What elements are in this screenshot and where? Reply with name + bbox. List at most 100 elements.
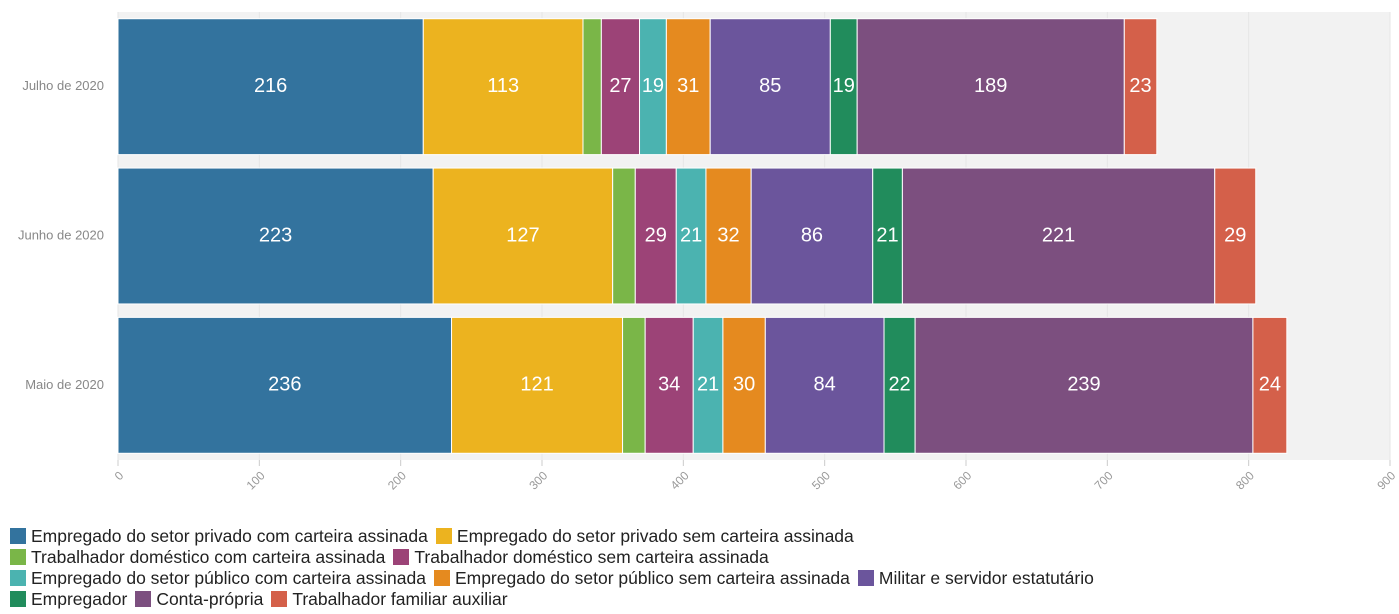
legend-row: Trabalhador doméstico com carteira assin…	[10, 547, 1390, 568]
bar-segment	[665, 18, 711, 156]
legend-swatch	[857, 570, 874, 586]
bar-segment	[1214, 167, 1257, 305]
legend-swatch	[10, 528, 26, 544]
legend-item[interactable]: Trabalhador familiar auxiliar	[271, 589, 508, 610]
legend-item[interactable]: Trabalhador doméstico com carteira assin…	[10, 547, 385, 568]
x-tick-label: 800	[1233, 468, 1257, 492]
x-tick-label: 400	[668, 468, 692, 492]
bar-segment	[901, 167, 1216, 305]
bar-segment	[622, 316, 646, 454]
value-label: 27	[609, 75, 631, 97]
chart: 0 100 200 300 400 500 600 700 800 900 Julho de 202…	[18, 12, 1399, 493]
legend-swatch	[135, 591, 152, 607]
legend-label: Trabalhador doméstico com carteira assin…	[31, 547, 386, 567]
bar-segment	[675, 167, 707, 305]
value-label: 32	[717, 224, 739, 246]
x-tick-label: 200	[385, 468, 409, 492]
legend-item[interactable]: Militar e servidor estatutário	[857, 568, 1094, 589]
legend-item[interactable]: Empregado do setor público com carteira …	[10, 568, 426, 589]
legend-row: Empregador Conta-própria Trabalhador famil…	[10, 589, 1390, 610]
value-label: 239	[1067, 374, 1100, 396]
legend-item[interactable]: Trabalhador doméstico sem carteira assin…	[393, 547, 769, 568]
value-label: 86	[801, 224, 823, 246]
value-label: 236	[268, 374, 301, 396]
legend: Empregado do setor privado com carteira …	[10, 526, 1390, 610]
value-label: 19	[833, 75, 855, 97]
x-tick-label: 500	[809, 468, 833, 492]
legend-swatch	[433, 570, 450, 586]
legend-item[interactable]: Empregado do setor privado sem carteira …	[435, 526, 854, 547]
bar-segment	[639, 18, 667, 156]
bar-segment	[634, 167, 677, 305]
bar-segment	[117, 316, 453, 454]
legend-label: Conta-própria	[156, 589, 264, 609]
y-tick-label: Julho de 2020	[22, 78, 104, 93]
legend-label: Empregado do setor público sem carteira …	[454, 568, 850, 588]
bar-segment	[451, 316, 624, 454]
legend-label: Militar e servidor estatutário	[878, 568, 1094, 588]
value-label: 21	[680, 224, 702, 246]
value-label: 30	[733, 374, 755, 396]
bar-segment	[582, 18, 602, 156]
legend-swatch	[10, 570, 26, 586]
legend-label: Trabalhador familiar auxiliar	[292, 589, 508, 609]
bar-segment	[692, 316, 724, 454]
bar-segment	[117, 167, 434, 305]
value-label: 29	[1224, 224, 1246, 246]
bar-segment	[600, 18, 641, 156]
legend-item[interactable]: Empregado do setor privado com carteira …	[10, 526, 428, 547]
legend-swatch	[271, 591, 288, 607]
bar-segment	[883, 316, 916, 454]
legend-label: Empregador	[31, 589, 128, 609]
value-label: 189	[974, 75, 1007, 97]
bar-segment	[722, 316, 766, 454]
legend-label: Empregado do setor público com carteira …	[31, 568, 426, 588]
value-label: 85	[759, 75, 781, 97]
legend-swatch	[393, 549, 410, 565]
x-tick-label: 0	[112, 468, 127, 483]
value-label: 221	[1042, 224, 1075, 246]
bar-segment	[705, 167, 752, 305]
value-label: 29	[645, 224, 667, 246]
legend-row: Empregado do setor público com carteira …	[10, 568, 1390, 589]
value-label: 127	[506, 224, 539, 246]
legend-swatch	[10, 591, 26, 607]
value-label: 24	[1259, 374, 1281, 396]
value-label: 21	[697, 374, 719, 396]
value-label: 23	[1129, 75, 1151, 97]
x-tick-label: 700	[1092, 468, 1116, 492]
x-tick-label: 100	[244, 468, 268, 492]
value-label: 223	[259, 224, 292, 246]
bar-segment	[1123, 18, 1158, 156]
value-label: 121	[520, 374, 553, 396]
value-label: 34	[658, 374, 680, 396]
value-label: 31	[677, 75, 699, 97]
bar-segment	[764, 316, 885, 454]
bar-segment	[644, 316, 694, 454]
x-tick-label: 600	[950, 468, 974, 492]
bar-segment	[750, 167, 874, 305]
legend-label: Trabalhador doméstico sem carteira assin…	[414, 547, 769, 567]
legend-row: Empregado do setor privado com carteira …	[10, 526, 1390, 547]
legend-label: Empregado do setor privado sem carteira …	[456, 526, 854, 546]
legend-item[interactable]: Conta-própria	[135, 589, 263, 610]
value-label: 21	[876, 224, 898, 246]
legend-item[interactable]: Empregado do setor público sem carteira …	[433, 568, 850, 589]
legend-swatch	[435, 528, 452, 544]
bar-segment	[612, 167, 636, 305]
value-label: 84	[814, 374, 836, 396]
bar-segment	[872, 167, 903, 305]
bar-segment	[856, 18, 1125, 156]
y-tick-label: Junho de 2020	[18, 227, 104, 242]
value-label: 113	[487, 75, 519, 97]
bar-segment	[829, 18, 858, 156]
legend-swatch	[10, 549, 26, 565]
legend-label: Empregado do setor privado com carteira …	[31, 526, 428, 546]
legend-item[interactable]: Empregador	[10, 589, 127, 610]
bar-segment	[1252, 316, 1288, 454]
x-tick-label: 900	[1374, 468, 1398, 492]
bar-segment	[117, 18, 424, 156]
value-label: 22	[888, 374, 910, 396]
value-label: 19	[642, 75, 664, 97]
